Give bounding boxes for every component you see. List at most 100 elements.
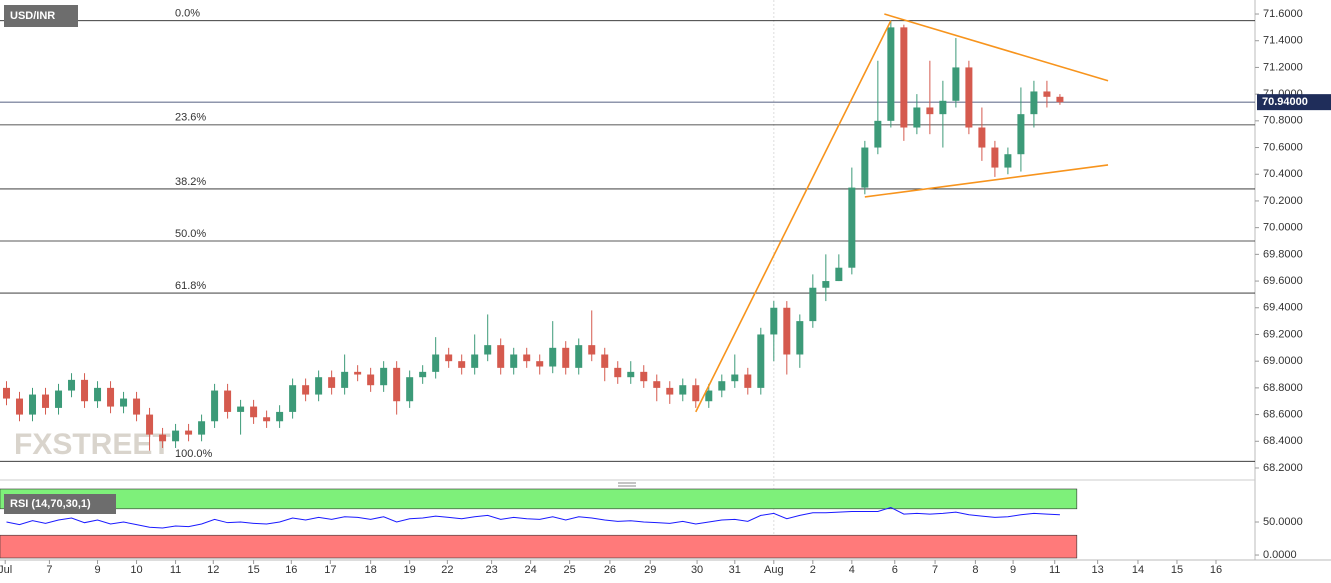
y-tick-label: 71.4000 — [1263, 35, 1303, 47]
candle-body — [666, 387, 674, 395]
candle-body — [1017, 114, 1025, 155]
x-tick-label: 9 — [94, 564, 100, 576]
candle-body — [107, 387, 115, 407]
y-tick-label: 68.2000 — [1263, 462, 1303, 474]
candle-body — [770, 307, 778, 335]
candle-body — [315, 377, 323, 395]
y-tick-label: 69.0000 — [1263, 355, 1303, 367]
candle-body — [601, 354, 609, 368]
x-tick-label: 15 — [247, 564, 259, 576]
candle-body — [536, 361, 544, 367]
candle-body — [445, 354, 453, 362]
candle-body — [237, 406, 245, 412]
fib-label: 38.2% — [175, 176, 206, 188]
candle-body — [341, 371, 349, 388]
y-tick-label: 69.2000 — [1263, 328, 1303, 340]
y-tick-label: 71.6000 — [1263, 8, 1303, 20]
candle-body — [874, 120, 882, 148]
candle-body — [1043, 91, 1051, 97]
candle-body — [497, 345, 505, 368]
fib-label: 100.0% — [175, 448, 213, 460]
x-tick-label: 29 — [644, 564, 656, 576]
candle-body — [159, 434, 167, 442]
x-tick-label: 13 — [1092, 564, 1104, 576]
x-tick-label: 10 — [130, 564, 142, 576]
candle-body — [835, 267, 843, 282]
y-tick-label: 71.2000 — [1263, 61, 1303, 73]
candle-body — [1030, 91, 1038, 115]
rsi-y-tick-label: 0.0000 — [1263, 549, 1297, 561]
fib-label: 23.6% — [175, 112, 206, 124]
candle-body — [211, 390, 219, 422]
candle-body — [731, 374, 739, 382]
watermark: FXSTREET — [14, 428, 171, 461]
candle-body — [393, 367, 401, 402]
candle-body — [939, 100, 947, 115]
x-tick-label: 17 — [324, 564, 336, 576]
candle-body — [1004, 154, 1012, 168]
fib-label: 61.8% — [175, 280, 206, 292]
candle-body — [510, 354, 518, 368]
x-tick-label: 4 — [849, 564, 855, 576]
candle-body — [900, 27, 908, 128]
rsi-label-box — [4, 494, 116, 514]
candle-body — [887, 27, 895, 121]
x-tick-label: 11 — [170, 564, 181, 576]
candle-body — [289, 385, 297, 412]
candle-body — [848, 187, 856, 268]
chart-title: USD/INR — [10, 10, 55, 22]
x-tick-label: 16 — [285, 564, 297, 576]
candle-body — [42, 394, 50, 408]
candle-body — [991, 147, 999, 168]
candle-body — [367, 374, 375, 386]
candle-body — [913, 107, 921, 128]
fib-label: 0.0% — [175, 8, 200, 20]
x-tick-label: 23 — [485, 564, 497, 576]
x-tick-label: 15 — [1171, 564, 1183, 576]
candle-body — [302, 385, 310, 395]
oversold-zone — [0, 534, 1078, 559]
candle-body — [94, 387, 102, 402]
candle-body — [380, 367, 388, 386]
y-tick-label: 68.8000 — [1263, 382, 1303, 394]
candle-body — [406, 377, 414, 402]
y-tick-label: 69.4000 — [1263, 302, 1303, 314]
y-tick-label: 70.4000 — [1263, 168, 1303, 180]
y-tick-label: 69.8000 — [1263, 248, 1303, 260]
x-tick-label: 9 — [1010, 564, 1016, 576]
x-tick-label: Jul — [0, 564, 12, 576]
x-tick-label: 25 — [564, 564, 576, 576]
x-tick-label: 24 — [524, 564, 536, 576]
x-tick-label: Aug — [764, 564, 784, 576]
x-tick-label: 22 — [441, 564, 453, 576]
candle-body — [653, 381, 661, 388]
candle-body — [978, 127, 986, 148]
y-tick-label: 70.8000 — [1263, 115, 1303, 127]
candle-body — [354, 371, 362, 375]
y-tick-label: 70.0000 — [1263, 222, 1303, 234]
candle-body — [16, 398, 24, 415]
trendline — [695, 20, 892, 413]
candle-body — [822, 281, 830, 288]
trendline — [864, 164, 1109, 198]
candle-body — [432, 354, 440, 372]
overbought-zone — [0, 488, 1078, 510]
y-tick-label: 68.4000 — [1263, 435, 1303, 447]
candle-body — [692, 385, 700, 402]
candle-body — [3, 387, 11, 399]
candle-body — [783, 307, 791, 355]
rsi-y-tick-label: 50.0000 — [1263, 516, 1303, 528]
x-tick-label: 8 — [972, 564, 978, 576]
x-tick-label: 6 — [892, 564, 898, 576]
x-tick-label: 16 — [1210, 564, 1222, 576]
candle-body — [484, 345, 492, 355]
fib-label: 50.0% — [175, 228, 206, 240]
title-box — [4, 5, 78, 27]
candle-body — [744, 374, 752, 388]
x-tick-label: 18 — [365, 564, 377, 576]
candle-body — [419, 371, 427, 378]
candle-body — [263, 417, 271, 422]
x-tick-label: 31 — [729, 564, 741, 576]
candle-body — [523, 354, 531, 362]
